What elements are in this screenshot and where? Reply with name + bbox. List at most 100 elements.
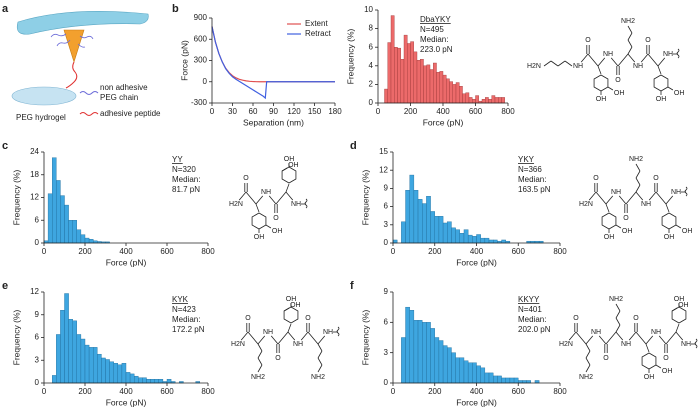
bar	[447, 221, 452, 244]
bond	[615, 331, 624, 341]
atom-label: OH	[286, 296, 297, 303]
annotation: 223.0 pN	[420, 45, 453, 54]
atom-label: H2N	[559, 341, 573, 348]
bar	[475, 95, 479, 104]
y-axis-label: Frequency (%)	[11, 169, 21, 225]
bond	[595, 191, 607, 205]
bond	[605, 203, 610, 213]
x-tick-label: 400	[436, 107, 450, 116]
y-tick-label: 0	[384, 378, 389, 387]
schematic-label: PEG hydrogel	[16, 113, 66, 122]
bar	[468, 97, 473, 104]
bar	[133, 375, 139, 384]
annotation: 163.5 pN	[518, 185, 551, 194]
bar	[467, 234, 473, 244]
annotation: Median:	[172, 175, 200, 184]
bond	[247, 331, 259, 345]
atom-label: O	[663, 355, 669, 362]
bond	[268, 195, 277, 205]
bond	[597, 57, 606, 67]
panel-label: d	[350, 140, 357, 152]
x-tick-label: 90	[269, 107, 278, 116]
bar	[501, 97, 505, 104]
peptide	[65, 61, 78, 89]
x-tick-label: 0	[391, 387, 396, 396]
x-tick-label: 600	[469, 107, 483, 116]
y-tick-label: 6	[384, 202, 389, 211]
annotation: 81.7 pN	[172, 185, 200, 194]
bar	[409, 174, 415, 244]
x-tick-label: 60	[249, 107, 258, 116]
bond	[645, 343, 650, 353]
atom-label: O	[305, 315, 311, 322]
bar	[401, 221, 406, 244]
atom-label: OH	[596, 96, 607, 103]
bond	[543, 60, 552, 67]
bar	[505, 377, 511, 384]
atom-label: NH	[263, 329, 273, 336]
bond	[615, 224, 622, 229]
annotation: N=366	[518, 165, 542, 174]
x-tick-label: 180	[328, 107, 342, 116]
y-tick-label: 12	[30, 287, 39, 296]
bar	[481, 99, 486, 104]
bond	[238, 191, 247, 201]
schematic-label: non adhesive	[100, 83, 148, 92]
x-axis-label: Force (pN)	[106, 257, 147, 267]
bond	[257, 350, 263, 359]
atom-label: OH	[644, 374, 655, 381]
panel-label: f	[350, 280, 354, 292]
bond	[270, 335, 279, 345]
atom-label: OH	[682, 228, 693, 235]
bar	[488, 99, 492, 104]
bar	[488, 372, 494, 384]
bond	[618, 195, 627, 205]
atom-label: NH	[573, 63, 583, 70]
bond	[645, 335, 654, 345]
bond	[580, 53, 589, 63]
bar	[146, 379, 151, 384]
y-tick-label: 0	[203, 77, 208, 86]
bond	[255, 195, 264, 205]
x-tick-label: 30	[228, 107, 237, 116]
bond	[667, 86, 674, 91]
ring	[661, 212, 677, 230]
bond	[610, 57, 619, 67]
bar	[439, 71, 444, 104]
y-tick-label: 6	[35, 333, 40, 342]
atom-label: NH	[671, 189, 681, 196]
atom-label: NH	[323, 329, 333, 336]
bond	[317, 357, 323, 366]
bar	[125, 372, 131, 384]
atom-label: NH	[621, 341, 631, 348]
bond	[665, 331, 677, 345]
bond	[317, 335, 326, 345]
y-tick-label: 12	[379, 165, 388, 174]
bar	[449, 81, 453, 104]
atom-label: NH	[681, 341, 691, 348]
bar	[417, 199, 423, 244]
y-axis-label: Frequency (%)	[345, 28, 355, 84]
annotation: KYK	[172, 295, 189, 304]
bond	[277, 331, 289, 345]
x-tick-label: 400	[119, 387, 133, 396]
annotation: N=495	[420, 25, 444, 34]
bar	[480, 367, 486, 384]
bond	[285, 191, 294, 201]
bar	[60, 195, 65, 244]
bar	[88, 239, 94, 244]
y-tick-label: 900	[194, 13, 208, 22]
bond	[588, 191, 597, 201]
bond	[615, 310, 621, 319]
bar	[426, 322, 431, 384]
bar	[491, 95, 496, 104]
bar	[423, 65, 427, 104]
atom-label: O	[623, 215, 629, 222]
bar	[84, 344, 90, 384]
x-tick-label: 600	[160, 247, 174, 256]
bond	[635, 177, 641, 186]
bar	[97, 353, 102, 384]
bar	[154, 379, 159, 384]
bar	[467, 362, 473, 384]
